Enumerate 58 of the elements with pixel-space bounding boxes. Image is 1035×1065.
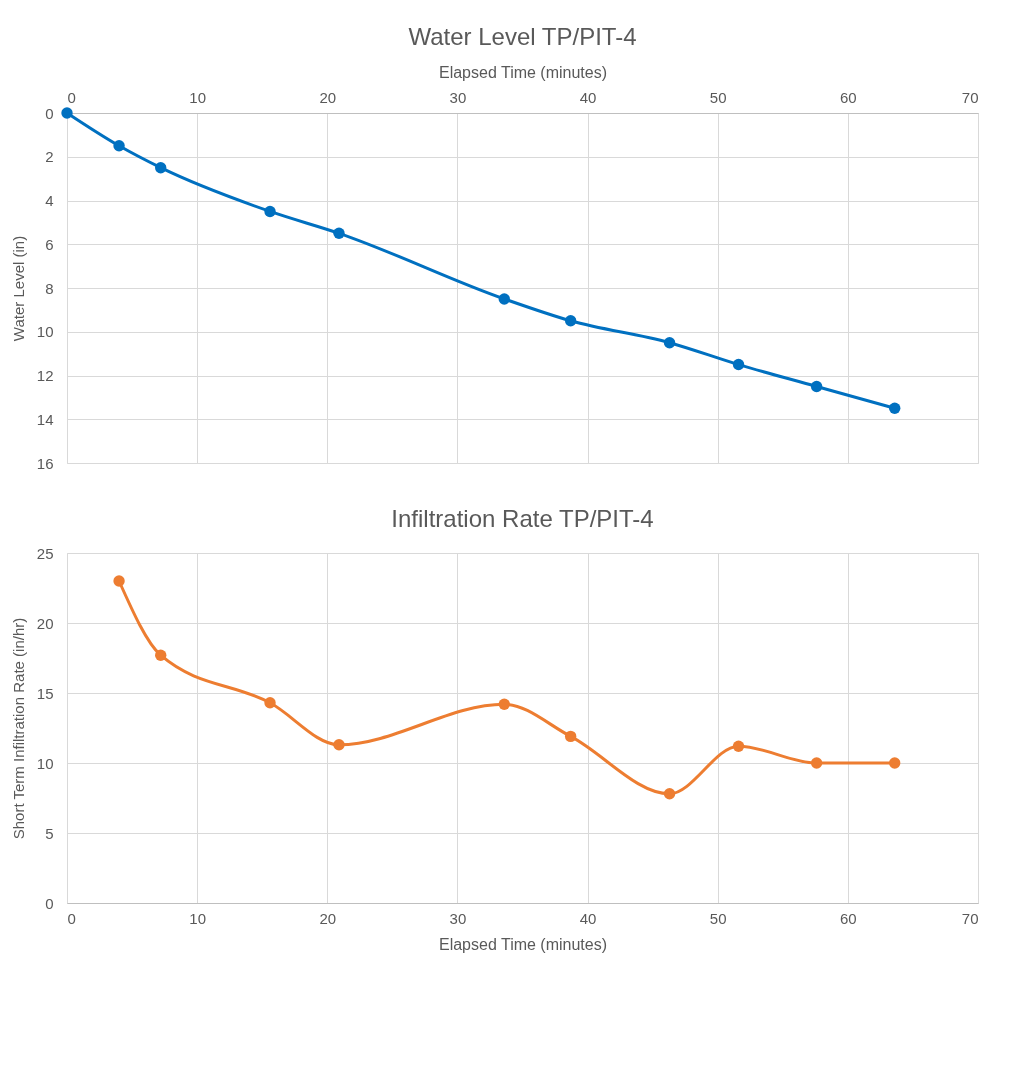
x-axis-title: Elapsed Time (minutes) (438, 935, 608, 953)
point (889, 757, 901, 769)
point (113, 140, 125, 152)
x-tick-label: 60 (840, 88, 857, 106)
point (498, 293, 510, 305)
y-tick-label: 10 (36, 754, 54, 772)
x-tick-label: 70 (961, 909, 979, 927)
point (889, 402, 901, 414)
y-tick-label: 16 (36, 454, 54, 472)
point (264, 205, 276, 218)
x-axis-title: Elapsed Time (minutes) (438, 63, 608, 81)
x-tick-label: 60 (840, 909, 857, 927)
point (155, 649, 167, 661)
y-tick-label: 0 (45, 104, 54, 122)
x-tick-label: 40 (579, 88, 597, 106)
y-tick-label: 25 (36, 544, 54, 562)
y-tick-label: 6 (45, 235, 54, 253)
chart-title: Infiltration Rate TP/PIT-4 (391, 505, 654, 532)
point (498, 698, 510, 710)
y-tick-label: 8 (45, 279, 54, 297)
y-tick-label: 14 (36, 410, 54, 428)
x-tick-label: 50 (709, 909, 727, 927)
y-tick-label: 5 (45, 824, 54, 842)
point (264, 697, 276, 709)
chart-title: Water Level TP/PIT-4 (408, 23, 637, 50)
point (564, 730, 577, 743)
point (333, 739, 345, 751)
x-tick-label: 0 (67, 88, 76, 106)
x-tick-label: 70 (961, 88, 979, 106)
y-tick-label: 15 (36, 684, 54, 702)
point (732, 358, 745, 371)
x-tick-label: 50 (709, 88, 727, 106)
y-tick-label: 20 (36, 614, 54, 632)
point (732, 740, 745, 752)
x-tick-label: 30 (449, 88, 467, 106)
x-tick-label: 20 (319, 88, 337, 106)
x-tick-label: 10 (189, 88, 206, 106)
point (61, 107, 73, 119)
y-axis-title: Water Level (in) (9, 235, 27, 342)
y-tick-label: 2 (45, 148, 54, 166)
y-tick-label: 0 (45, 894, 54, 912)
point (333, 227, 345, 239)
x-tick-label: 40 (579, 909, 597, 927)
x-tick-label: 30 (449, 909, 467, 927)
point (155, 162, 167, 174)
x-tick-label: 0 (67, 909, 76, 927)
point (564, 315, 577, 327)
point (810, 757, 823, 769)
point (663, 337, 676, 349)
x-tick-label: 20 (319, 909, 337, 927)
y-tick-label: 10 (36, 323, 54, 341)
point (810, 380, 823, 393)
y-tick-label: 4 (45, 192, 54, 209)
point (663, 788, 676, 800)
y-axis-title: Short Term Infiltration Rate (in/hr) (9, 617, 27, 840)
x-tick-label: 10 (189, 909, 206, 927)
point (113, 575, 125, 587)
y-tick-label: 12 (36, 367, 54, 384)
